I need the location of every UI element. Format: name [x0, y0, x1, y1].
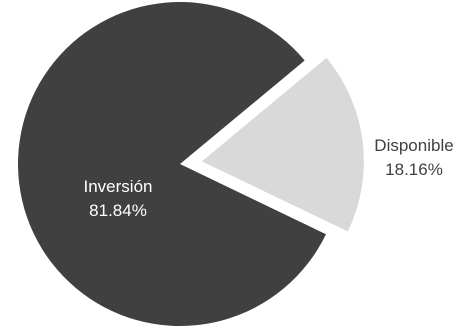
slice-label-disponible: Disponible — [374, 136, 453, 155]
slice-value-disponible: 18.16% — [385, 160, 443, 179]
pie-labels: Inversión 81.84% Disponible 18.16% — [84, 136, 454, 220]
slice-label-inversion: Inversión — [84, 177, 153, 196]
pie-slice-inversion — [18, 2, 326, 327]
pie-slice-disponible — [201, 57, 364, 232]
pie-slices — [18, 2, 364, 327]
slice-value-inversion: 81.84% — [89, 201, 147, 220]
